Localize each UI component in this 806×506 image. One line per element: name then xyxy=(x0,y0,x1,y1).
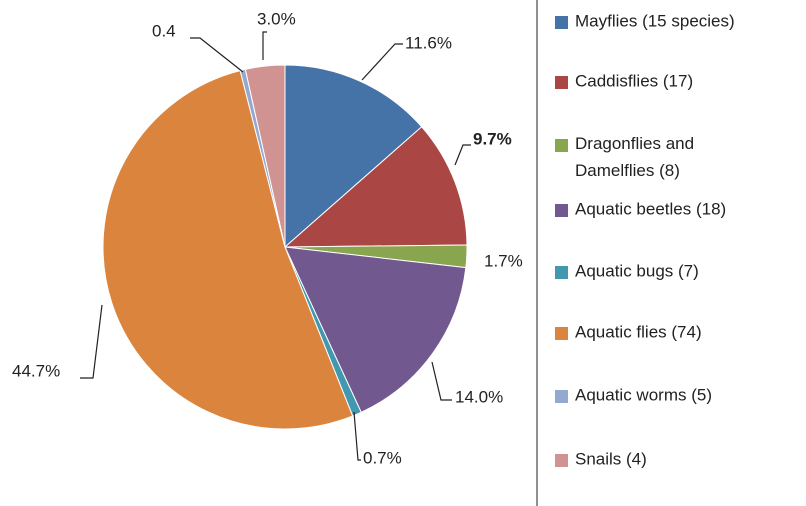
legend-label: Caddisflies (17) xyxy=(575,71,693,90)
pie-slice xyxy=(283,126,468,248)
pie-slice xyxy=(244,64,286,248)
legend-label: Aquatic worms (5) xyxy=(575,385,712,404)
data-label: 0.4 xyxy=(152,21,176,40)
pie-slice xyxy=(284,246,467,413)
pie-slice xyxy=(284,64,423,249)
legend-label: Aquatic beetles (18) xyxy=(575,199,726,218)
leader-line xyxy=(361,43,403,81)
legend-label: Aquatic bugs (7) xyxy=(575,261,699,280)
legend-label-line: Dragonflies and xyxy=(575,134,694,153)
leader-line xyxy=(431,361,452,401)
data-label: 1.7% xyxy=(484,251,523,270)
leader-line xyxy=(454,144,471,166)
legend-label: Aquatic flies (74) xyxy=(575,322,702,341)
legend-swatch xyxy=(555,390,568,403)
legend-swatch xyxy=(555,76,568,89)
legend-label: Dragonflies and Damelflies (8) xyxy=(575,134,694,180)
leader-line xyxy=(80,304,103,379)
legend-swatch xyxy=(555,454,568,467)
legend-label-line: Damelflies (8) xyxy=(575,161,680,180)
data-label: 3.0% xyxy=(257,9,296,28)
legend-swatch xyxy=(555,204,568,217)
leader-line xyxy=(353,411,361,461)
leader-line xyxy=(262,31,267,60)
leader-line xyxy=(190,37,244,73)
legend-label: Mayflies (15 species) xyxy=(575,11,735,30)
legend-label: Snails (4) xyxy=(575,449,647,468)
legend-swatch xyxy=(555,327,568,340)
legend-swatch xyxy=(555,16,568,29)
data-label: 0.7% xyxy=(363,448,402,467)
data-label: 9.7% xyxy=(473,129,512,148)
data-label: 11.6% xyxy=(405,33,452,52)
legend-swatch xyxy=(555,266,568,279)
data-label: 14.0% xyxy=(455,387,503,406)
legend-swatch xyxy=(555,139,568,152)
pie-slice xyxy=(102,70,354,430)
data-label: 44.7% xyxy=(12,361,60,380)
